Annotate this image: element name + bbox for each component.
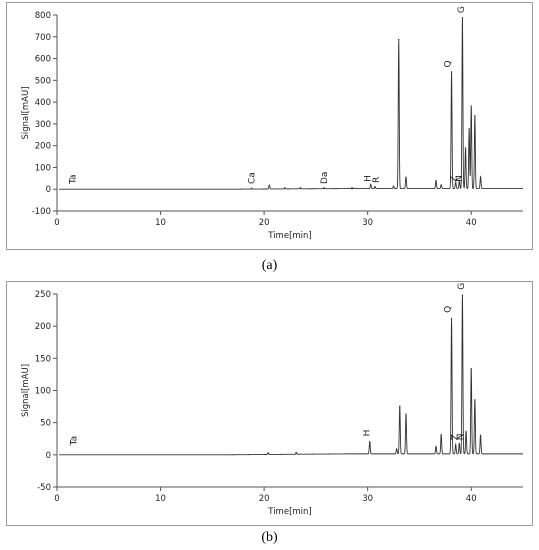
- x-tick-label: 0: [54, 218, 59, 228]
- caption-b: (b): [261, 530, 278, 545]
- peak-label: N: [455, 175, 465, 182]
- chromatogram-trace: [59, 294, 523, 456]
- y-tick-label: 0: [46, 451, 51, 461]
- peak-label: G: [457, 6, 467, 13]
- peak-label: Z: [451, 434, 461, 440]
- chart-panel-b: -50 0 50 100 150 200 250 0 10 20 30 40 Time[min] Sign…: [6, 281, 533, 526]
- y-tick-label: 600: [35, 55, 51, 65]
- peak-label: H: [364, 175, 374, 182]
- chromatogram-trace: [59, 17, 523, 190]
- peak-label: Ta: [70, 436, 80, 447]
- x-axis-label: Time[min]: [267, 231, 311, 241]
- x-tick-label: 20: [259, 494, 270, 504]
- y-tick-label: 250: [35, 290, 51, 300]
- y-tick-label: 150: [35, 354, 51, 364]
- peak-label: Q: [443, 60, 453, 67]
- peak-label: Ta: [69, 175, 79, 186]
- peak-label: H: [363, 430, 373, 437]
- y-tick-label: 0: [46, 185, 51, 195]
- chart-panel-a: -100 0 100 200 300 400 500 600 700 800 0 10 20 30 40 Ti…: [6, 2, 533, 250]
- y-tick-label: 50: [40, 419, 51, 429]
- peak-label: Z: [450, 176, 460, 182]
- peak-label: Ca: [248, 172, 258, 184]
- x-tick-label: 40: [466, 494, 477, 504]
- x-tick-label: 40: [466, 218, 477, 228]
- y-axis-label: Signal[mAU]: [21, 364, 31, 417]
- x-tick-label: 30: [362, 218, 373, 228]
- y-tick-label: 300: [35, 120, 51, 130]
- peak-label: G: [457, 283, 467, 290]
- x-tick-label: 10: [155, 218, 166, 228]
- y-tick-label: 500: [35, 76, 51, 86]
- x-tick-label: 10: [155, 494, 166, 504]
- y-axis-label: Signal[mAU]: [21, 86, 31, 139]
- y-tick-label: 100: [35, 163, 51, 173]
- y-tick-label: 400: [35, 98, 51, 108]
- peak-label: Q: [443, 306, 453, 313]
- peak-label: N: [456, 434, 466, 441]
- x-tick-label: 20: [259, 218, 270, 228]
- y-tick-label: 100: [35, 387, 51, 397]
- x-tick-label: 0: [54, 494, 59, 504]
- x-tick-label: 30: [362, 494, 373, 504]
- y-tick-label: 800: [35, 11, 51, 21]
- y-tick-label: 200: [35, 142, 51, 152]
- y-tick-label: -100: [32, 207, 51, 217]
- peak-label: Da: [320, 172, 330, 184]
- y-tick-label: 200: [35, 322, 51, 332]
- x-axis-label: Time[min]: [267, 507, 311, 517]
- caption-a: (a): [261, 258, 278, 273]
- y-tick-label: 700: [35, 33, 51, 43]
- peak-label: R: [372, 177, 382, 183]
- y-tick-label: -50: [37, 483, 51, 493]
